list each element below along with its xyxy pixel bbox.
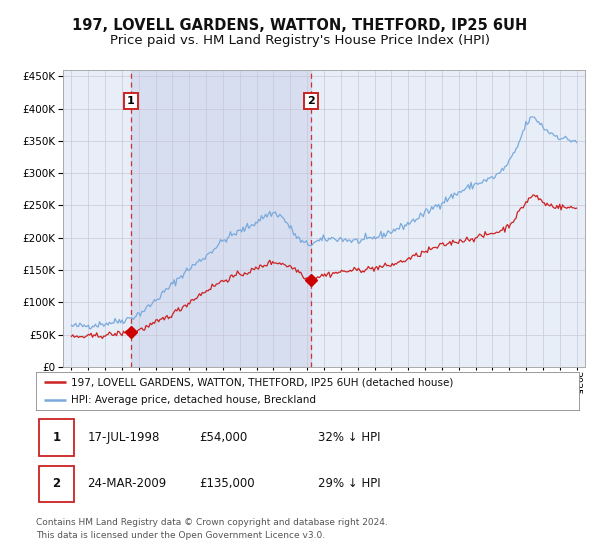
Text: Contains HM Land Registry data © Crown copyright and database right 2024.
This d: Contains HM Land Registry data © Crown c… <box>36 519 388 540</box>
Text: £54,000: £54,000 <box>199 431 247 444</box>
FancyBboxPatch shape <box>39 419 74 455</box>
Text: 32% ↓ HPI: 32% ↓ HPI <box>319 431 381 444</box>
Text: Price paid vs. HM Land Registry's House Price Index (HPI): Price paid vs. HM Land Registry's House … <box>110 34 490 47</box>
Text: 17-JUL-1998: 17-JUL-1998 <box>88 431 160 444</box>
Text: 197, LOVELL GARDENS, WATTON, THETFORD, IP25 6UH (detached house): 197, LOVELL GARDENS, WATTON, THETFORD, I… <box>71 377 454 387</box>
Text: 29% ↓ HPI: 29% ↓ HPI <box>319 477 381 490</box>
Text: HPI: Average price, detached house, Breckland: HPI: Average price, detached house, Brec… <box>71 395 316 405</box>
Text: 24-MAR-2009: 24-MAR-2009 <box>88 477 167 490</box>
Text: 2: 2 <box>307 96 315 106</box>
Bar <box>131 70 311 367</box>
Text: 1: 1 <box>127 96 135 106</box>
Text: 1: 1 <box>52 431 61 444</box>
Text: £135,000: £135,000 <box>199 477 254 490</box>
FancyBboxPatch shape <box>39 466 74 502</box>
Text: 2: 2 <box>52 477 61 490</box>
Text: 197, LOVELL GARDENS, WATTON, THETFORD, IP25 6UH: 197, LOVELL GARDENS, WATTON, THETFORD, I… <box>73 18 527 32</box>
